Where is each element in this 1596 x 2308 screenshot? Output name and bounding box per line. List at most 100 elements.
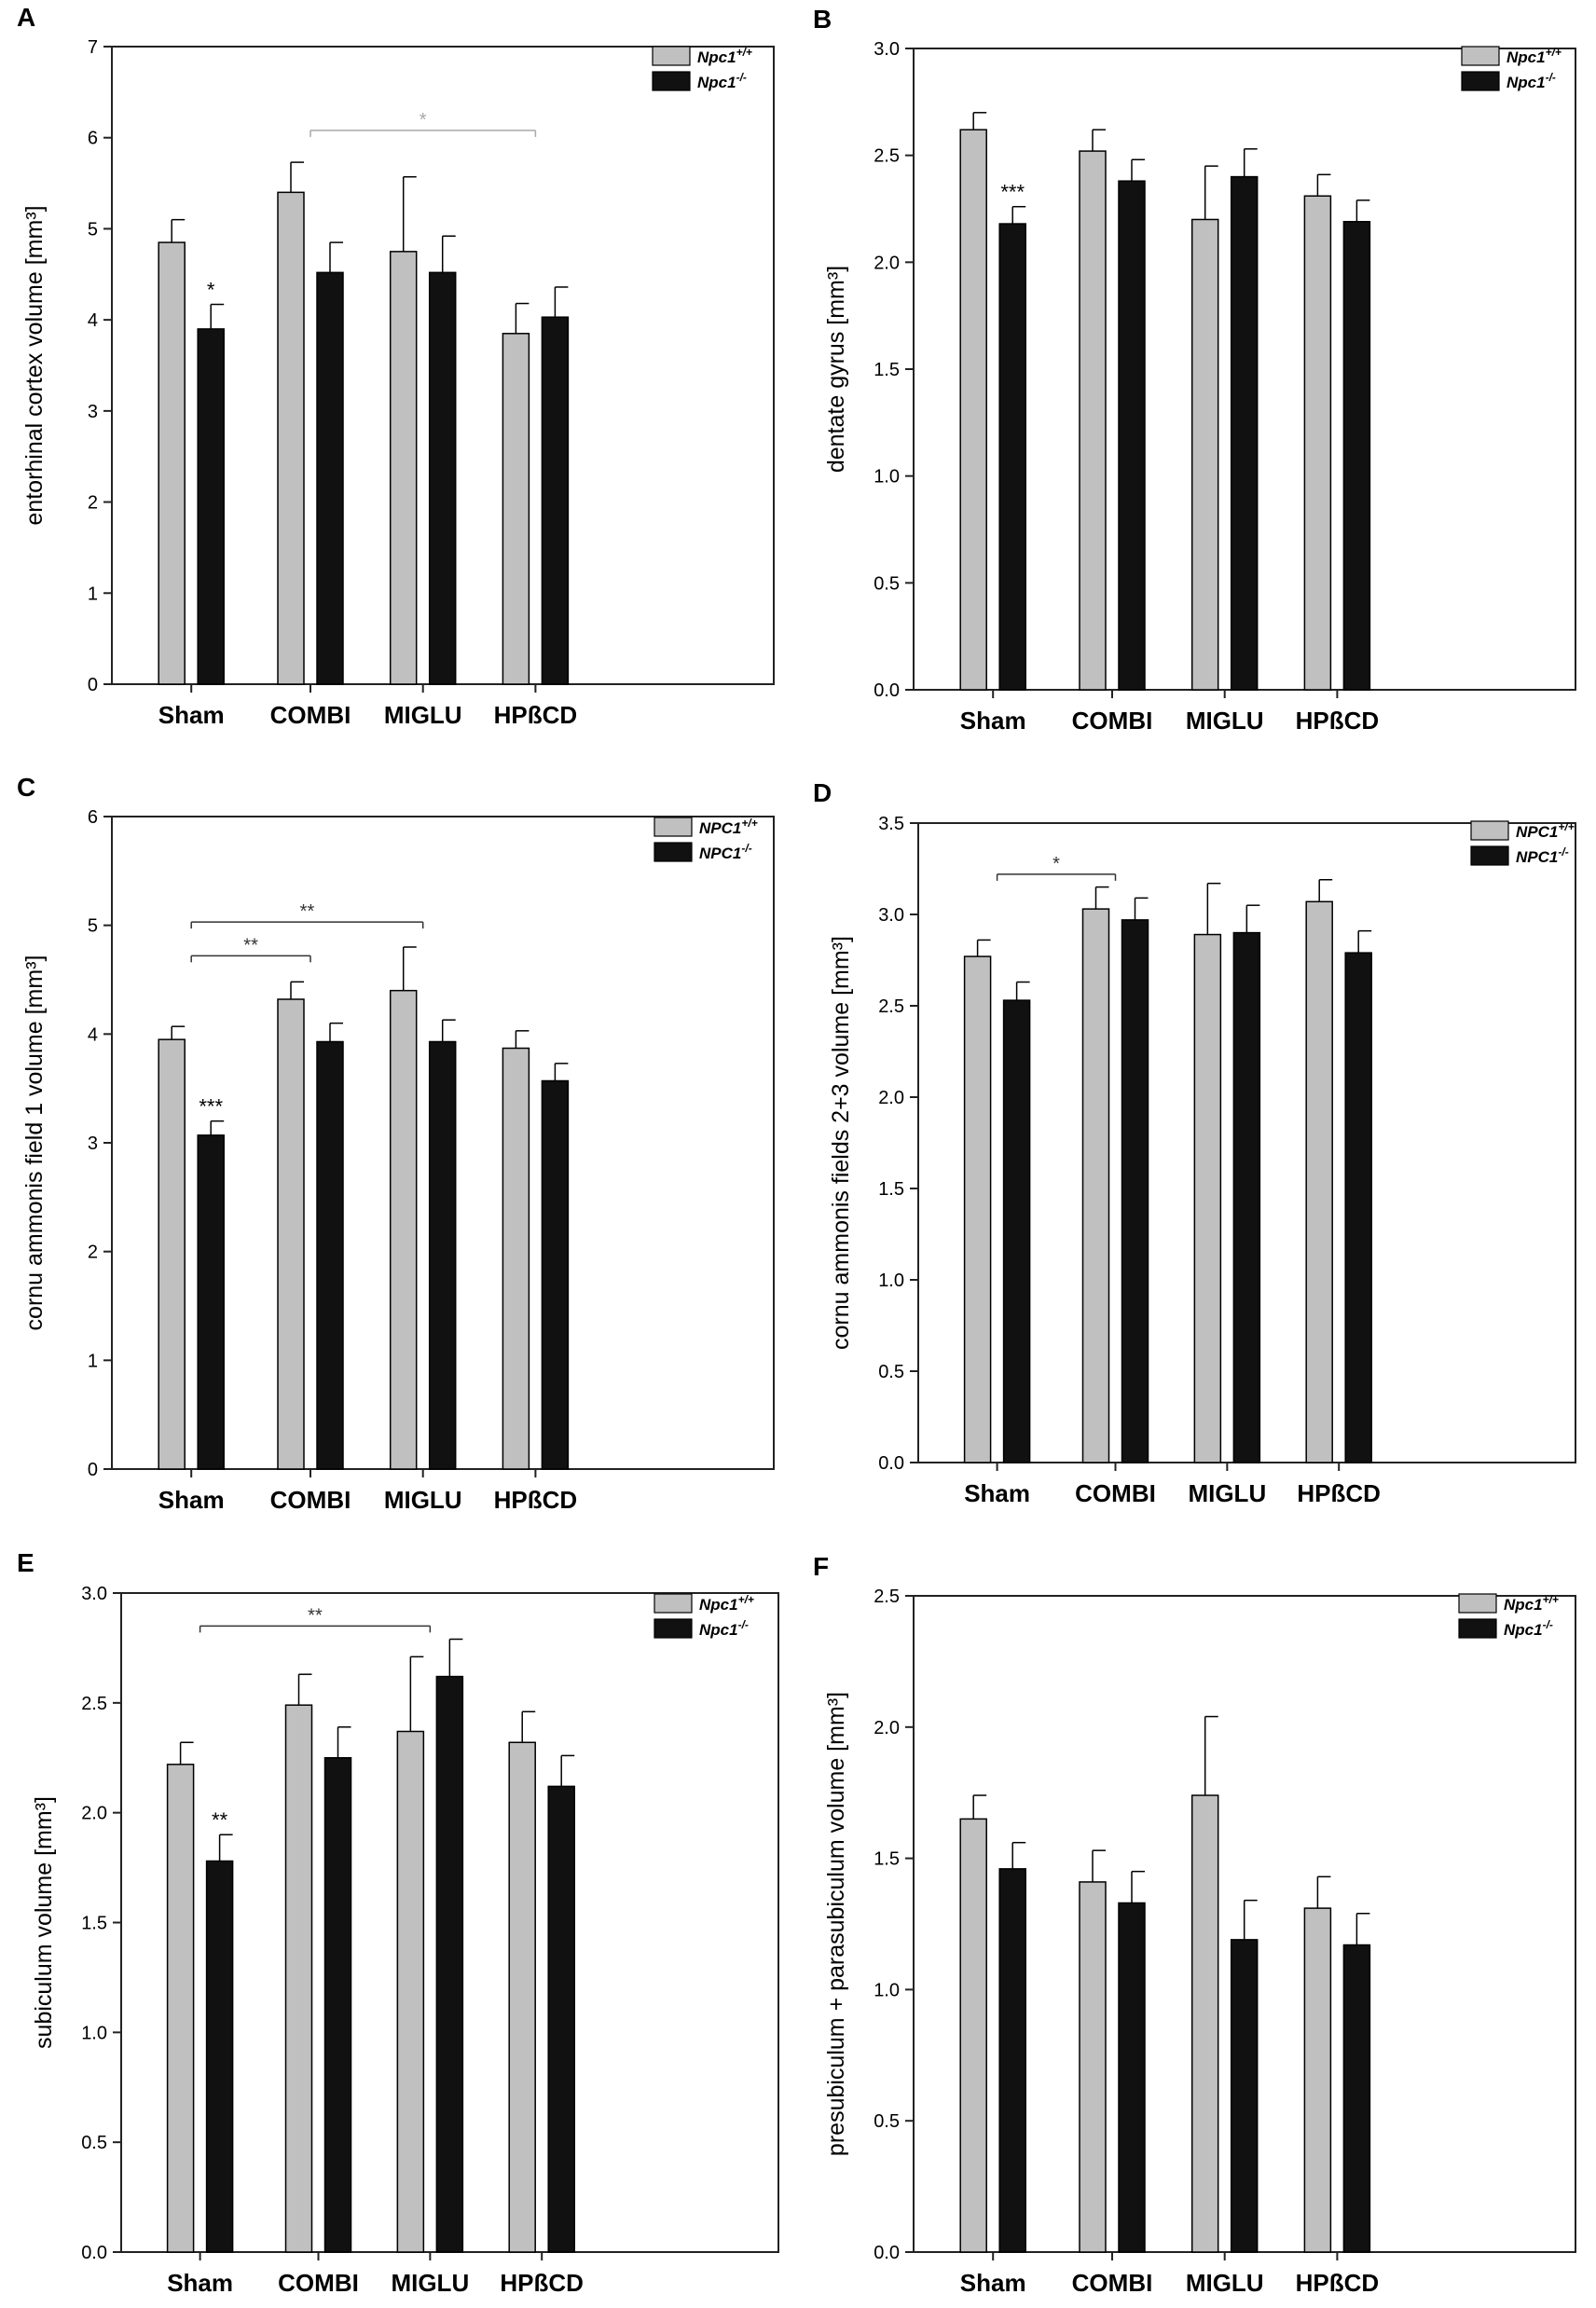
x-tick-label-f-2: MIGLU xyxy=(1186,2269,1264,2297)
y-axis-label-f: presubiculum + parasubiculum volume [mm³… xyxy=(823,1692,849,2156)
legend-swatch-d-0 xyxy=(1470,820,1509,841)
bar-b-s1-c1 xyxy=(1118,180,1146,691)
y-tick-label-f-2: 1.0 xyxy=(874,1980,900,2000)
y-tick-label-e-4: 2.0 xyxy=(81,1804,107,1824)
x-tick-label-d-3: HPßCD xyxy=(1297,1479,1381,1507)
y-tick-label-a-4: 4 xyxy=(88,310,98,331)
x-tick-label-d-1: COMBI xyxy=(1075,1479,1156,1507)
y-axis-label-e: subiculum volume [mm³] xyxy=(31,1796,57,2049)
y-tick-label-a-2: 2 xyxy=(88,493,98,514)
y-tick-label-f-3: 1.5 xyxy=(874,1849,900,1870)
bar-e-s0-c2 xyxy=(396,1730,425,2253)
bar-d-s1-c3 xyxy=(1344,952,1372,1463)
panel-f: F 0.0 0.5 1.0 1.5 2.0 2.5 presubiculum + parasu… xyxy=(813,1552,1576,2297)
bar-c-s1-c0 xyxy=(197,1134,225,1470)
x-tick-label-e-1: COMBI xyxy=(278,2269,359,2297)
bar-a-s1-c3 xyxy=(541,316,570,685)
panel-d: D 0.0 0.5 1.0 1.5 2.0 2.5 3.0 3.5 cornu ammonis f… xyxy=(813,778,1576,1507)
x-tick-label-a-0: Sham xyxy=(158,701,225,729)
legend-label-a-1: Npc1-/- xyxy=(697,71,747,91)
y-tick-label-e-3: 1.5 xyxy=(81,1914,107,1934)
x-tick-label-f-3: HPßCD xyxy=(1296,2269,1380,2297)
bracket-label-e-0: ** xyxy=(308,1605,323,1626)
panel-label-b: B xyxy=(813,5,832,34)
bar-a-s0-c3 xyxy=(502,333,530,685)
bar-f-s0-c2 xyxy=(1190,1794,1219,2253)
y-tick-label-e-2: 1.0 xyxy=(81,2023,107,2043)
x-tick-label-f-0: Sham xyxy=(960,2269,1026,2297)
bar-d-s0-c2 xyxy=(1193,933,1222,1463)
y-tick-label-f-0: 0.0 xyxy=(874,2243,900,2263)
legend-swatch-a-1 xyxy=(652,71,691,91)
legend-swatch-c-0 xyxy=(654,817,693,837)
bar-a-s1-c0 xyxy=(197,328,225,685)
y-tick-label-c-1: 1 xyxy=(88,1351,98,1371)
legend-label-e-0: Npc1+/+ xyxy=(699,1593,754,1614)
bracket-label-c-0: ** xyxy=(243,935,258,955)
legend-swatch-b-1 xyxy=(1461,71,1500,91)
legend-swatch-d-1 xyxy=(1470,845,1509,866)
bar-d-s1-c2 xyxy=(1232,931,1261,1463)
panel-label-a: A xyxy=(17,3,35,32)
bar-f-s1-c0 xyxy=(998,1868,1026,2253)
legend-label-d-0: NPC1+/+ xyxy=(1516,820,1575,841)
significance-mark-b-0: *** xyxy=(1000,181,1025,204)
panel-label-f: F xyxy=(813,1552,829,1581)
x-tick-label-a-3: HPßCD xyxy=(494,701,578,729)
y-tick-label-b-3: 1.5 xyxy=(874,360,900,380)
bar-c-s0-c1 xyxy=(277,998,305,1470)
legend-label-b-1: Npc1-/- xyxy=(1507,71,1556,91)
bar-b-s0-c1 xyxy=(1079,150,1107,691)
bar-b-s0-c0 xyxy=(959,129,987,691)
legend-swatch-c-1 xyxy=(654,842,693,862)
y-tick-label-d-2: 1.0 xyxy=(878,1271,904,1291)
x-tick-label-b-1: COMBI xyxy=(1072,707,1153,735)
y-tick-label-f-5: 2.5 xyxy=(874,1587,900,1607)
legend-label-e-1: Npc1-/- xyxy=(699,1618,749,1639)
legend-swatch-a-0 xyxy=(652,46,691,66)
x-tick-label-e-0: Sham xyxy=(167,2269,233,2297)
legend-label-b-0: Npc1+/+ xyxy=(1507,46,1562,66)
x-tick-label-c-1: COMBI xyxy=(270,1486,351,1514)
bar-a-s0-c0 xyxy=(158,241,186,685)
y-axis-label-c: cornu ammonis field 1 volume [mm³] xyxy=(21,955,48,1331)
bar-a-s1-c1 xyxy=(316,271,344,685)
bar-d-s0-c0 xyxy=(963,955,992,1463)
bar-f-s1-c3 xyxy=(1342,1944,1371,2253)
x-tick-label-b-2: MIGLU xyxy=(1186,707,1264,735)
x-tick-label-d-0: Sham xyxy=(964,1479,1030,1507)
y-tick-label-d-5: 2.5 xyxy=(878,996,904,1017)
x-tick-label-c-3: HPßCD xyxy=(494,1486,578,1514)
bar-b-s0-c2 xyxy=(1190,218,1219,691)
panel-c: C 0 1 2 3 4 5 6 cornu ammonis field 1 volume [mm… xyxy=(17,773,775,1514)
y-tick-label-a-1: 1 xyxy=(88,584,98,604)
y-tick-label-d-1: 0.5 xyxy=(878,1362,904,1382)
legend-swatch-f-1 xyxy=(1458,1618,1497,1639)
y-tick-label-c-5: 5 xyxy=(88,916,98,937)
y-tick-label-a-5: 5 xyxy=(88,219,98,240)
bar-e-s1-c2 xyxy=(435,1675,464,2253)
y-tick-label-e-1: 0.5 xyxy=(81,2133,107,2153)
x-tick-label-a-1: COMBI xyxy=(270,701,351,729)
y-tick-label-b-4: 2.0 xyxy=(874,253,900,273)
y-axis-label-b: dentate gyrus [mm³] xyxy=(823,266,849,473)
legend-label-d-1: NPC1-/- xyxy=(1516,845,1569,866)
bar-c-s0-c3 xyxy=(502,1047,530,1470)
bar-e-s0-c3 xyxy=(508,1741,536,2253)
x-tick-label-f-1: COMBI xyxy=(1072,2269,1153,2297)
y-tick-label-b-6: 3.0 xyxy=(874,39,900,60)
panel-e: E 0.0 0.5 1.0 1.5 2.0 2.5 3.0 subiculum volume [… xyxy=(17,1548,779,2297)
y-tick-label-c-2: 2 xyxy=(88,1243,98,1263)
legend-label-c-0: NPC1+/+ xyxy=(699,817,758,837)
significance-mark-e-0: ** xyxy=(212,1808,228,1832)
legend-swatch-b-0 xyxy=(1461,46,1500,66)
significance-mark-a-0: * xyxy=(207,279,215,302)
legend-label-c-1: NPC1-/- xyxy=(699,842,752,862)
y-tick-label-d-0: 0.0 xyxy=(878,1453,904,1474)
bar-d-s1-c0 xyxy=(1002,999,1031,1463)
x-tick-label-e-2: MIGLU xyxy=(391,2269,469,2297)
y-tick-label-d-7: 3.5 xyxy=(878,814,904,834)
bar-f-s0-c0 xyxy=(959,1818,987,2253)
